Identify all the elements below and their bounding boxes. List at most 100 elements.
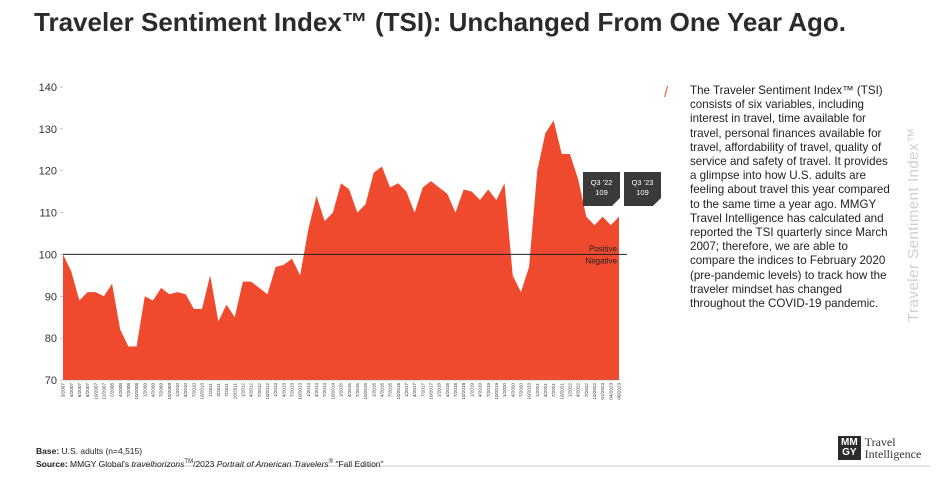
x-tick-label: 4/2022 [576, 383, 581, 397]
base-text: U.S. adults (n=4,515) [59, 446, 143, 456]
x-tick-label: 1/2021 [535, 383, 540, 397]
x-tick-label: 1/2016 [371, 383, 376, 397]
source-line: Source: MMGY Global's travelhorizonsTM/2… [36, 457, 384, 470]
x-tick-label: 7/2014 [322, 383, 327, 397]
logo-mark-bottom: GY [842, 447, 857, 458]
x-tick-label: 10/2015 [363, 383, 368, 400]
y-tick-label: 140 [39, 82, 57, 94]
callout-value: 109 [636, 188, 649, 197]
x-tick-label: 8/2007 [85, 383, 90, 397]
x-tick-label: 1/2019 [469, 383, 474, 397]
x-tick-label: 7/2009 [159, 383, 164, 397]
x-tick-label: 4/2014 [314, 383, 319, 397]
callout-box [583, 172, 620, 206]
x-tick-label: 10/2013 [298, 383, 303, 400]
x-tick-label: 7/2010 [191, 383, 196, 397]
x-tick-label: 7/2021 [551, 383, 556, 397]
x-tick-label: 4/2021 [543, 383, 548, 397]
y-tick-label: 130 [39, 124, 57, 136]
source-text: /2023 [193, 458, 217, 469]
callout-label: Q3 '22 [591, 178, 613, 187]
x-tick-label: 04/2023 [608, 383, 613, 400]
reference-label: Negative [585, 256, 617, 265]
y-tick-label: 110 [39, 208, 57, 220]
x-tick-label: 4/2009 [151, 383, 156, 397]
x-tick-label: 10/2018 [461, 383, 466, 400]
x-tick-label: 3/2007 [61, 383, 66, 397]
x-tick-label: 7/2019 [486, 383, 491, 397]
x-tick-label: 10/2019 [494, 383, 499, 400]
callout-label: Q3 '23 [632, 178, 654, 187]
x-tick-label: 1/2017 [404, 383, 409, 397]
callout-box [624, 172, 661, 206]
x-tick-label: 4/2008 [118, 383, 123, 397]
y-tick-label: 70 [45, 375, 57, 387]
x-tick-label: 1/2009 [142, 383, 147, 397]
source-text: TM [184, 459, 194, 465]
base-label: Base: [36, 446, 60, 456]
x-tick-label: 1/2012 [240, 383, 245, 397]
x-tick-label: 10/2021 [559, 383, 564, 400]
x-tick-label: 7/2012 [257, 383, 262, 397]
x-tick-label: 4/2016 [379, 383, 384, 397]
x-tick-label: 6/2007 [77, 383, 82, 397]
y-tick-label: 80 [45, 333, 57, 345]
x-tick-label: 1/2014 [306, 383, 311, 397]
source-text: ® [328, 459, 334, 465]
source-text: "Fall Edition" [333, 458, 384, 469]
logo-text: Travel Intelligence [865, 436, 922, 460]
x-tick-label: 1/2013 [273, 383, 278, 397]
x-tick-label: 1/2011 [208, 383, 213, 397]
x-tick-label: 4/2017 [412, 383, 417, 397]
y-tick-label: 120 [39, 166, 57, 178]
x-tick-label: 7/2022 [584, 383, 589, 397]
x-tick-label: 10/2017 [429, 383, 434, 400]
x-tick-label: 7/2017 [420, 383, 425, 397]
logo-line: Intelligence [864, 447, 922, 461]
x-tick-label: 10/2010 [200, 383, 205, 400]
x-tick-label: 7/2016 [388, 383, 393, 397]
x-tick-label: 2/2008 [110, 383, 115, 397]
x-tick-label: 1/2022 [568, 383, 573, 397]
reference-label: Positive [589, 244, 618, 253]
x-tick-label: 10/2012 [265, 383, 270, 400]
x-tick-label: 4/2019 [478, 383, 483, 397]
x-tick-label: 10/2007 [93, 383, 98, 400]
source-text: travelhorizons [131, 458, 185, 469]
x-tick-label: 1/2020 [502, 383, 507, 397]
x-tick-label: 4/2018 [445, 383, 450, 397]
x-tick-label: 01/2023 [600, 383, 605, 400]
area [63, 120, 619, 380]
callout-value: 109 [595, 188, 608, 197]
title: Traveler Sentiment Index™ (TSI): Unchang… [34, 7, 846, 37]
x-tick-label: 10/2009 [167, 383, 172, 400]
x-tick-label: 4/2012 [249, 383, 254, 397]
x-tick-label: 4/2015 [347, 383, 352, 397]
source-text: Portrait of American Travelers [216, 458, 329, 469]
logo-line: Travel [864, 435, 896, 449]
source-text: MMGY Global's [67, 458, 132, 469]
x-tick-label: 7/2020 [518, 383, 523, 397]
x-tick-label: 10/2014 [330, 383, 335, 400]
x-tick-label: 08/2023 [617, 383, 622, 400]
x-tick-label: 4/2007 [69, 383, 74, 397]
x-tick-label: 7/2018 [453, 383, 458, 397]
x-tick-label: 10/2008 [134, 383, 139, 400]
logo-mark: MM GY [838, 436, 861, 460]
x-tick-label: 7/2015 [355, 383, 360, 397]
footer: Base: U.S. adults (n=4,515) Source: MMGY… [36, 446, 384, 470]
x-tick-label: 10/2022 [592, 383, 597, 400]
vertical-label-box: Traveler Sentiment Index™ [900, 110, 930, 330]
vertical-label: Traveler Sentiment Index™ [905, 127, 922, 322]
x-tick-label: 4/2010 [183, 383, 188, 397]
logo-mark-top: MM [841, 437, 858, 448]
x-tick-label: 1/2010 [175, 383, 180, 397]
x-tick-label: 12/2007 [101, 383, 106, 400]
source-label: Source: [36, 458, 68, 469]
x-tick-label: 7/2011 [224, 383, 229, 397]
x-tick-label: 7/2008 [126, 383, 131, 397]
x-tick-label: 4/2020 [510, 383, 515, 397]
x-tick-label: 1/2015 [339, 383, 344, 397]
